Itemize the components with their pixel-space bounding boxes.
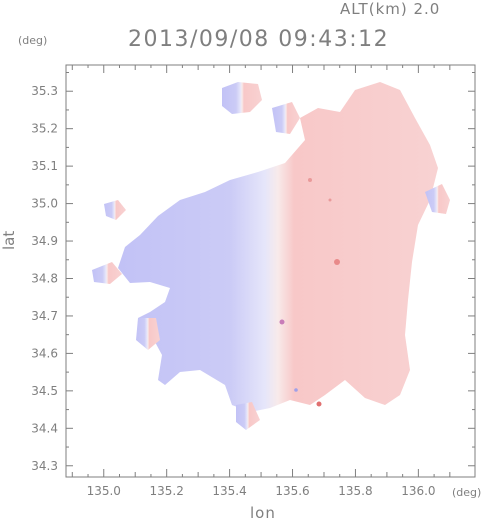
x-tick-label: 135.2 [149, 484, 183, 498]
x-tick-label: 135.4 [212, 484, 246, 498]
echo-south [236, 402, 260, 430]
y-tick-label: 35.1 [31, 159, 58, 173]
x-axis-unit: (deg) [452, 486, 482, 499]
echo-southwest [136, 318, 160, 350]
x-tick-label: 135.6 [275, 484, 309, 498]
y-axis-unit: (deg) [18, 34, 48, 47]
y-tick-label: 34.4 [31, 421, 58, 435]
echo-west [92, 262, 122, 284]
echo-main [118, 82, 438, 412]
axis-ticks [66, 65, 475, 477]
echo-east [425, 184, 450, 214]
echo-northwest [104, 200, 126, 220]
y-tick-label: 34.7 [31, 309, 58, 323]
x-tick-label: 135.8 [338, 484, 372, 498]
echo-region [92, 82, 450, 430]
timestamp-title: 2013/09/08 09:43:12 [128, 27, 390, 52]
echo-northeast [272, 102, 300, 134]
y-tick-label: 34.3 [31, 459, 58, 473]
echo-north [222, 82, 262, 114]
x-tick-label: 135.0 [87, 484, 121, 498]
axis-tick-labels: 135.0 135.2 135.4 135.6 135.8 136.0 35.3 35.2 35… [31, 84, 435, 498]
x-axis-label: lon [250, 504, 276, 522]
y-tick-label: 34.5 [31, 384, 58, 398]
echo-speckles [279, 178, 340, 407]
y-tick-label: 35.0 [31, 197, 58, 211]
plot-frame [65, 64, 476, 478]
y-tick-label: 35.3 [31, 84, 58, 98]
y-tick-label: 35.2 [31, 122, 58, 136]
altitude-label: ALT(km) 2.0 [340, 0, 441, 18]
x-tick-label: 136.0 [401, 484, 435, 498]
y-tick-label: 34.9 [31, 234, 58, 248]
y-tick-label: 34.8 [31, 271, 58, 285]
y-tick-label: 34.6 [31, 346, 58, 360]
